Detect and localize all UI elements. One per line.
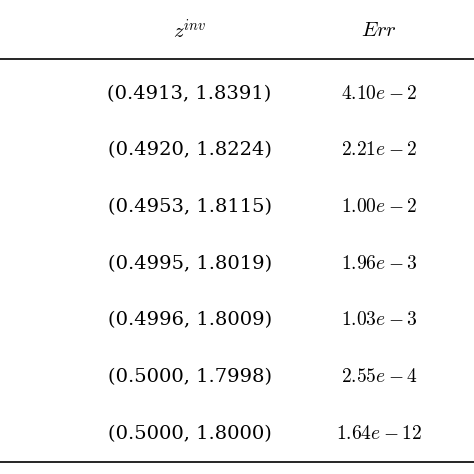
Text: $2.55e - 4$: $2.55e - 4$	[341, 368, 418, 386]
Text: $1.03e - 3$: $1.03e - 3$	[341, 311, 418, 329]
Text: (0.4913, 1.8391): (0.4913, 1.8391)	[108, 85, 272, 103]
Text: $z^{inv}$: $z^{inv}$	[173, 19, 206, 43]
Text: (0.4995, 1.8019): (0.4995, 1.8019)	[108, 255, 272, 273]
Text: (0.4953, 1.8115): (0.4953, 1.8115)	[108, 198, 272, 216]
Text: $1.64e - 12$: $1.64e - 12$	[336, 425, 422, 443]
Text: (0.5000, 1.7998): (0.5000, 1.7998)	[108, 368, 272, 386]
Text: (0.4996, 1.8009): (0.4996, 1.8009)	[108, 311, 272, 329]
Text: (0.5000, 1.8000): (0.5000, 1.8000)	[108, 425, 272, 443]
Text: $Err$: $Err$	[361, 21, 397, 40]
Text: $1.96e - 3$: $1.96e - 3$	[341, 255, 418, 273]
Text: (0.4920, 1.8224): (0.4920, 1.8224)	[108, 141, 272, 159]
Text: $2.21e - 2$: $2.21e - 2$	[341, 141, 417, 159]
Text: $1.00e - 2$: $1.00e - 2$	[341, 198, 417, 216]
Text: $4.10e - 2$: $4.10e - 2$	[341, 85, 417, 103]
